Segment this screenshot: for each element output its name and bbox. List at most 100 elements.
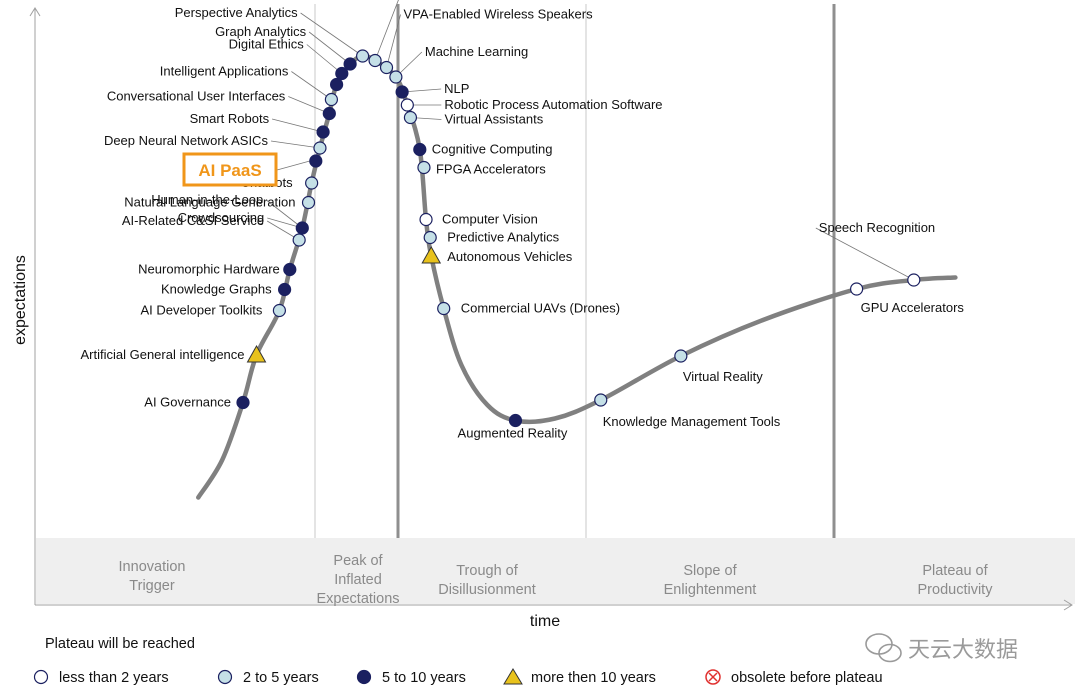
leader-line xyxy=(288,96,330,114)
leader-line xyxy=(308,31,351,65)
y-axis-label: expectations xyxy=(12,255,29,345)
circle-marker xyxy=(356,49,370,63)
leader-line xyxy=(306,44,343,74)
circle-marker xyxy=(437,301,451,316)
tech-label: Commercial UAVs (Drones) xyxy=(461,301,620,316)
circle-marker xyxy=(674,349,688,363)
phase-divider-layer xyxy=(314,4,836,538)
tech-label-highlight: AI PaaS xyxy=(198,161,261,180)
phase-label-line: Trough of xyxy=(456,563,518,579)
phase-label-line: Productivity xyxy=(918,582,994,598)
legend-label: 2 to 5 years xyxy=(243,670,319,686)
legend-label: less than 2 years xyxy=(59,670,169,686)
circle-marker xyxy=(907,273,921,287)
tech-label: Natural Language Generation xyxy=(124,195,295,210)
x-axis-arrow-icon xyxy=(1063,599,1073,611)
phase-label-line: Enlightenment xyxy=(664,582,757,598)
circle-marker xyxy=(292,233,306,247)
ai-paas-highlight-box xyxy=(182,152,278,187)
phase-label-line: Trigger xyxy=(129,578,175,594)
tech-label: VPA-Enabled Wireless Speakers xyxy=(404,7,594,22)
wechat-bubble-icon xyxy=(878,643,902,663)
tech-label: NLP xyxy=(444,81,469,96)
circle-marker xyxy=(379,60,394,75)
tech-label: AI-Related C&SI Service xyxy=(122,213,264,228)
technology-markers xyxy=(236,49,921,428)
phase-label-line: Slope of xyxy=(683,563,737,579)
phase-band xyxy=(36,538,1075,604)
leader-line xyxy=(271,118,324,133)
watermark: 天云大数据 xyxy=(865,633,1018,663)
leader-line xyxy=(291,71,332,100)
phase-label: Peak of Inflated Expectations xyxy=(316,553,399,607)
circle-marker xyxy=(417,160,431,175)
triangle-marker xyxy=(421,245,442,264)
phase-label-line: Inflated xyxy=(334,572,382,588)
tech-label: Computer Vision xyxy=(442,212,538,227)
tech-label: Virtual Reality xyxy=(683,369,763,384)
technology-labels: AI Governance Artificial General intellig… xyxy=(80,5,965,441)
tech-label: Knowledge Management Tools xyxy=(603,414,781,429)
watermark-text: 天云大数据 xyxy=(908,638,1018,663)
phase-label-line: Expectations xyxy=(316,591,399,607)
circle-marker xyxy=(413,142,427,157)
hype-curve xyxy=(196,53,958,500)
tech-label: Speech Recognition xyxy=(819,220,935,235)
leader-line xyxy=(386,14,401,68)
axes: expectations time xyxy=(12,7,1073,630)
tech-label: AI Governance xyxy=(144,395,231,410)
legend-label: 5 to 10 years xyxy=(382,670,466,686)
circle-marker xyxy=(309,154,323,168)
circle-marker xyxy=(278,282,292,297)
tech-label: Neuromorphic Hardware xyxy=(138,262,280,277)
tech-label: GPU Accelerators xyxy=(861,300,965,315)
legend-circle-icon xyxy=(217,669,233,685)
circle-marker xyxy=(423,230,437,245)
phase-label-line: Plateau of xyxy=(922,563,988,579)
tech-label: AI Developer Toolkits xyxy=(141,303,263,318)
phase-labels: Innovation Trigger Peak of Inflated Expectat… xyxy=(119,553,994,607)
circle-marker xyxy=(301,195,316,210)
circle-marker xyxy=(368,53,382,68)
circle-marker xyxy=(403,110,418,125)
circle-marker xyxy=(594,393,608,407)
phase-label-line: Innovation xyxy=(119,559,186,575)
wechat-icon xyxy=(865,633,902,663)
circle-marker xyxy=(295,221,309,235)
leader-lines xyxy=(266,0,914,281)
circle-marker xyxy=(335,66,349,81)
legend-triangle-icon xyxy=(503,668,523,685)
tech-label: Conversational User Interfaces xyxy=(107,89,286,104)
x-axis-label: time xyxy=(530,613,560,630)
leader-line xyxy=(300,12,363,57)
tech-label: Graph Analytics xyxy=(215,24,307,39)
tech-label: Crowdsourcing xyxy=(178,210,265,225)
phase-label: Innovation Trigger xyxy=(119,559,186,594)
tech-label: Artificial General intelligence xyxy=(80,347,244,362)
phase-label-line: Peak of xyxy=(333,553,383,569)
leader-line xyxy=(815,227,914,281)
triangle-marker xyxy=(246,344,267,363)
circle-marker xyxy=(343,57,357,71)
tech-label: Human-in-the-Loop xyxy=(151,192,263,207)
legend-circle-icon xyxy=(33,669,49,685)
tech-label: Predictive Analytics xyxy=(447,230,559,245)
phase-label: Plateau of Productivity xyxy=(918,563,994,598)
circle-marker xyxy=(330,77,344,92)
legend: Plateau will be reached less than 2 year… xyxy=(33,636,883,686)
tech-label: Virtual Assistants xyxy=(444,112,543,127)
legend-obsolete-cross-icon xyxy=(708,672,718,682)
tech-label: Cognitive Computing xyxy=(432,142,553,157)
circle-marker xyxy=(395,85,409,99)
legend-circle-icon xyxy=(356,669,372,685)
tech-label: Intelligent Applications xyxy=(160,64,289,79)
circle-marker xyxy=(316,125,330,139)
circle-marker xyxy=(313,141,327,155)
phase-label: Slope of Enlightenment xyxy=(664,563,757,598)
tech-label: Robotic Process Automation Software xyxy=(444,97,662,112)
legend-label: obsolete before plateau xyxy=(731,670,883,686)
circle-marker xyxy=(419,212,433,227)
circle-marker xyxy=(324,92,338,107)
tech-label: Deep Neural Network ASICs xyxy=(104,133,269,148)
